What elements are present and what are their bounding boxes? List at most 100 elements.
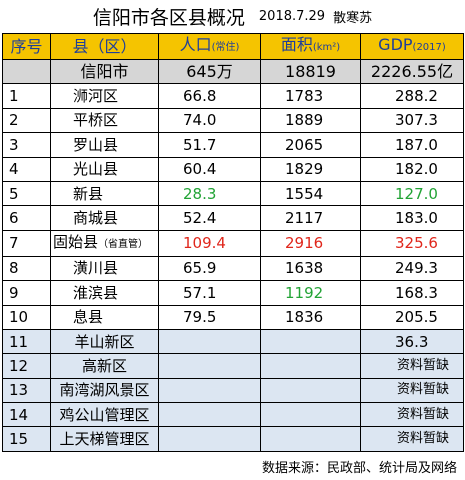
- row-name: 潢川县: [50, 255, 159, 282]
- row-gdp: 127.0: [360, 180, 464, 207]
- row-area: 1638: [260, 255, 361, 282]
- district-index: 11: [2, 328, 51, 355]
- data-source-note: 数据来源：民政部、统计局及网络: [261, 461, 457, 476]
- district-gdp: 资料暂缺: [360, 377, 464, 404]
- district-name: 上天梯管理区: [50, 426, 159, 452]
- city-gdp: 2226.55亿: [360, 58, 464, 85]
- row-area: 2117: [260, 205, 361, 231]
- county-table: 序号 县（区） 人口(常住) 面积(km²) GDP(2017) 信阳市 645…: [2, 33, 464, 452]
- district-population: [158, 426, 261, 452]
- district-name: 南湾湖风景区: [50, 377, 159, 404]
- row-name-note: （省直管）: [98, 238, 149, 250]
- title-author: 散寒苏: [333, 10, 373, 26]
- table-row: 7 固始县（省直管） 109.4 2916 325.6: [2, 229, 464, 257]
- header-row: 序号 县（区） 人口(常住) 面积(km²) GDP(2017): [2, 33, 464, 60]
- table-row: 1 浉河区 66.8 1783 288.2: [2, 83, 464, 109]
- row-index: 9: [2, 280, 51, 306]
- district-index: 13: [2, 377, 51, 404]
- row-name: 光山县: [50, 156, 159, 182]
- row-area: 1554: [260, 180, 361, 207]
- row-gdp: 325.6: [360, 229, 464, 257]
- district-gdp: 资料暂缺: [360, 353, 464, 379]
- row-area: 1829: [260, 156, 361, 182]
- row-index: 3: [2, 132, 51, 158]
- district-index: 15: [2, 426, 51, 452]
- row-name: 商城县: [50, 205, 159, 231]
- district-name: 羊山新区: [50, 328, 159, 355]
- row-population: 51.7: [158, 132, 261, 158]
- row-name: 新县: [50, 180, 159, 207]
- header-gdp: GDP(2017): [360, 33, 464, 60]
- table-row: 3 罗山县 51.7 2065 187.0: [2, 132, 464, 158]
- district-row: 11 羊山新区 36.3: [2, 328, 464, 355]
- district-gdp: 资料暂缺: [360, 402, 464, 428]
- row-population: 66.8: [158, 83, 261, 109]
- table-row: 10 息县 79.5 1836 205.5: [2, 304, 464, 330]
- table-row: 4 光山县 60.4 1829 182.0: [2, 156, 464, 182]
- row-name: 息县: [50, 304, 159, 330]
- city-total-row: 信阳市 645万 18819 2226.55亿: [2, 58, 464, 85]
- row-index: 2: [2, 107, 51, 134]
- district-area: [260, 402, 361, 428]
- city-index: [2, 58, 51, 85]
- title-bar: 信阳市各区县概况 2018.7.29 散寒苏: [0, 0, 465, 32]
- header-population: 人口(常住): [158, 33, 261, 60]
- row-population: 52.4: [158, 205, 261, 231]
- header-county: 县（区）: [50, 33, 159, 60]
- header-index: 序号: [2, 33, 51, 60]
- district-area: [260, 426, 361, 452]
- city-population: 645万: [158, 58, 261, 85]
- row-name-cell: 固始县（省直管）: [50, 229, 159, 257]
- row-population: 74.0: [158, 107, 261, 134]
- row-area: 2916: [260, 229, 361, 257]
- table-row: 5 新县 28.3 1554 127.0: [2, 180, 464, 207]
- row-population: 28.3: [158, 180, 261, 207]
- district-population: [158, 402, 261, 428]
- district-index: 12: [2, 353, 51, 379]
- row-gdp: 205.5: [360, 304, 464, 330]
- table-row: 6 商城县 52.4 2117 183.0: [2, 205, 464, 231]
- row-name: 平桥区: [50, 107, 159, 134]
- city-name: 信阳市: [50, 58, 159, 85]
- district-name: 高新区: [50, 353, 159, 379]
- district-row: 14 鸡公山管理区 资料暂缺: [2, 402, 464, 428]
- row-index: 7: [2, 229, 51, 257]
- district-row: 12 高新区 资料暂缺: [2, 353, 464, 379]
- row-gdp: 183.0: [360, 205, 464, 231]
- row-name: 固始县: [53, 232, 99, 251]
- row-area: 1192: [260, 280, 361, 306]
- row-index: 5: [2, 180, 51, 207]
- row-gdp: 307.3: [360, 107, 464, 134]
- row-population: 109.4: [158, 229, 261, 257]
- district-area: [260, 377, 361, 404]
- row-name: 浉河区: [50, 83, 159, 109]
- table-row: 9 淮滨县 57.1 1192 168.3: [2, 280, 464, 306]
- row-gdp: 168.3: [360, 280, 464, 306]
- district-gdp: 36.3: [360, 328, 464, 355]
- district-area: [260, 328, 361, 355]
- district-name: 鸡公山管理区: [50, 402, 159, 428]
- district-area: [260, 353, 361, 379]
- row-area: 1783: [260, 83, 361, 109]
- district-row: 15 上天梯管理区 资料暂缺: [2, 426, 464, 452]
- row-index: 1: [2, 83, 51, 109]
- district-index: 14: [2, 402, 51, 428]
- row-population: 60.4: [158, 156, 261, 182]
- row-population: 65.9: [158, 255, 261, 282]
- city-area: 18819: [260, 58, 361, 85]
- row-population: 79.5: [158, 304, 261, 330]
- district-population: [158, 353, 261, 379]
- district-population: [158, 328, 261, 355]
- page-title: 信阳市各区县概况: [92, 6, 245, 29]
- table-row: 2 平桥区 74.0 1889 307.3: [2, 107, 464, 134]
- row-gdp: 249.3: [360, 255, 464, 282]
- row-index: 10: [2, 304, 51, 330]
- row-area: 1889: [260, 107, 361, 134]
- header-gdp-unit: (2017): [412, 42, 446, 53]
- district-population: [158, 377, 261, 404]
- row-index: 6: [2, 205, 51, 231]
- header-area-unit: (km²): [312, 42, 341, 53]
- row-area: 1836: [260, 304, 361, 330]
- header-area: 面积(km²): [260, 33, 361, 60]
- title-date: 2018.7.29: [258, 8, 326, 24]
